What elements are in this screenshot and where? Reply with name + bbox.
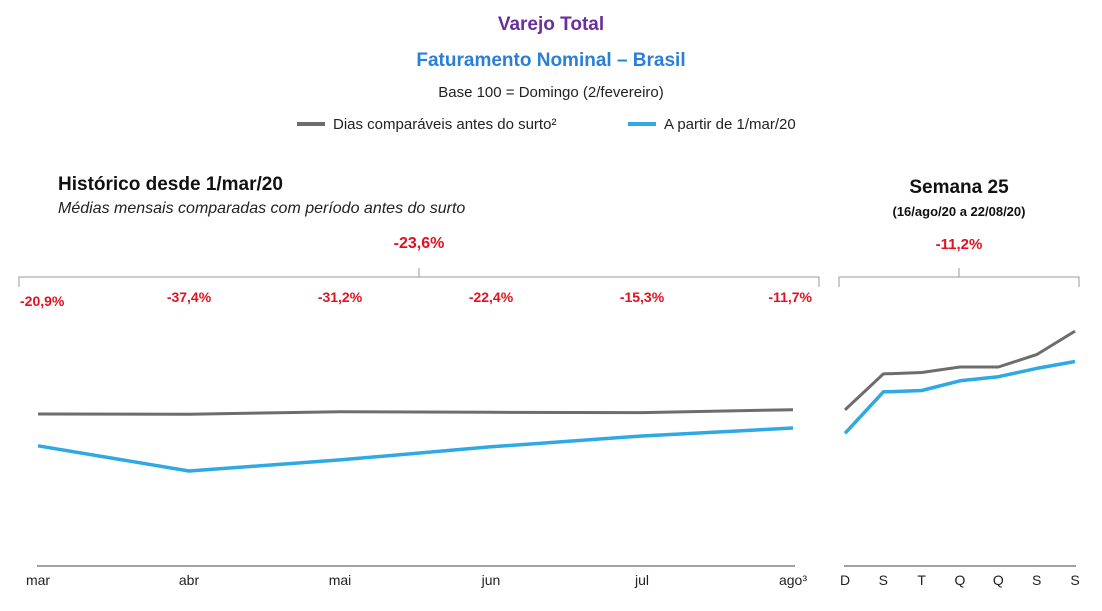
week-x-tick-3: Q	[955, 572, 966, 588]
historic-subtitle: Médias mensais comparadas com período an…	[58, 200, 466, 217]
historic-series-line-1	[37, 426, 794, 473]
historic-change-label-4: -15,3%	[620, 289, 665, 305]
week-x-tick-4: Q	[993, 572, 1004, 588]
week-bracket	[838, 268, 1080, 287]
legend-label-before: Dias comparáveis antes do surto²	[333, 115, 557, 133]
historic-overall-change: -23,6%	[394, 235, 445, 252]
historic-x-tick-3: jun	[481, 572, 501, 588]
week-x-tick-5: S	[1032, 572, 1041, 588]
historic-bracket	[18, 268, 820, 287]
chart-title: Varejo Total	[497, 14, 605, 35]
week-x-tick-6: S	[1070, 572, 1079, 588]
legend-swatch-before	[297, 122, 325, 126]
legend-item-before: Dias comparáveis antes do surto²	[297, 113, 556, 135]
historic-x-tick-4: jul	[634, 572, 649, 588]
legend-swatch-after	[628, 122, 656, 126]
historic-x-tick-2: mai	[329, 572, 352, 588]
historic-change-label-3: -22,4%	[469, 289, 514, 305]
historic-title: Histórico desde 1/mar/20	[58, 174, 283, 195]
week-x-tick-2: T	[917, 572, 926, 588]
legend-label-after: A partir de 1/mar/20	[664, 115, 796, 133]
historic-x-tick-0: mar	[26, 572, 50, 588]
historic-change-label-2: -31,2%	[318, 289, 363, 305]
week-overall-change: -11,2%	[936, 236, 983, 253]
historic-x-tick-5: ago³	[779, 572, 807, 588]
week-range: (16/ago/20 a 22/08/20)	[892, 204, 1026, 219]
chart-subtitle: Faturamento Nominal – Brasil	[416, 50, 686, 71]
historic-change-label-0: -20,9%	[20, 293, 65, 309]
legend: Dias comparáveis antes do surto² A parti…	[0, 113, 1102, 135]
historic-series-line-0	[37, 408, 794, 416]
historic-change-label-1: -37,4%	[167, 289, 212, 305]
week-x-tick-0: D	[840, 572, 850, 588]
base-note: Base 100 = Domingo (2/fevereiro)	[438, 84, 664, 101]
week-title: Semana 25	[909, 177, 1009, 198]
week-series-line-1	[843, 359, 1076, 435]
legend-item-after: A partir de 1/mar/20	[628, 113, 796, 135]
historic-change-label-5: -11,7%	[768, 289, 812, 305]
week-x-tick-1: S	[879, 572, 888, 588]
historic-x-tick-1: abr	[179, 572, 200, 588]
